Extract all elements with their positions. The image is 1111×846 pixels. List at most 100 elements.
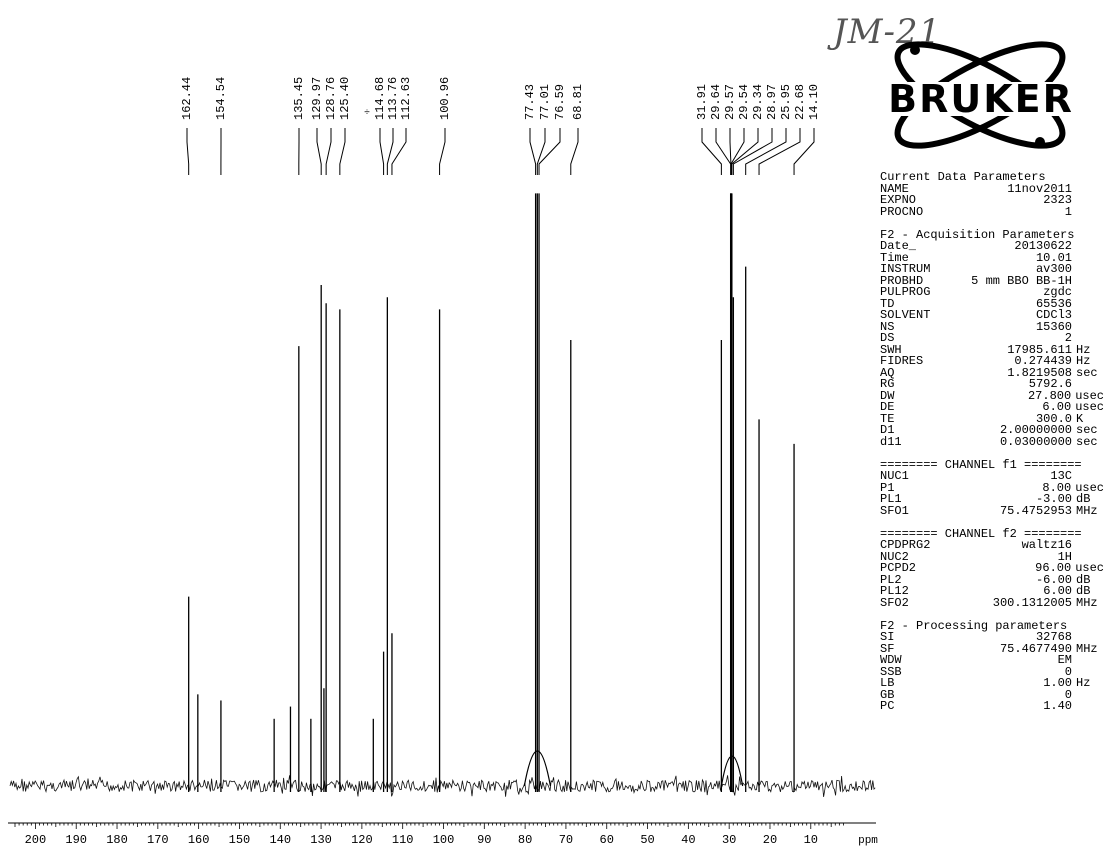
param-value: 17985.611 [1007,342,1072,357]
param-row: INSTRUM av300 [880,262,1104,276]
tick-label: 50 [640,833,654,846]
param-name: Date_ [880,239,917,253]
peak-leader-line [715,128,732,175]
logo-text: BRUKER [888,77,1074,121]
param-value: 0.03000000 [999,434,1072,449]
param-unit [1072,540,1104,552]
param-name: Time [880,250,909,265]
param-row: DW 27.800 usec [880,388,1104,403]
param-row: FIDRES 0.274439 Hz [880,354,1104,368]
param-name: EXPNO [880,193,917,207]
param-unit: sec [1076,434,1098,449]
param-row: WDW EM [880,653,1104,667]
param-row: DS 2 [880,331,1104,345]
param-unit: Hz [1076,354,1091,368]
param-value: EM [1057,653,1072,667]
peak-label: 29.64 [709,84,723,120]
param-row: NUC1 13C [880,469,1104,483]
param-name: PROCNO [880,204,924,219]
peak-leader-line [316,128,322,175]
param-row: PCPD2 96.00 usec [880,562,1104,575]
param-value: 300.0 [1035,411,1072,426]
channel-f2-section: ======== CHANNEL f2 ======== CPDPRG2 waltz… [880,528,1104,610]
peak-label: 25.95 [779,84,793,120]
param-unit: sec [1076,423,1098,437]
param-name: SF [880,641,895,656]
param-unit: dB [1076,572,1091,587]
param-row: PROCNO 1 [880,204,1104,219]
param-unit: Hz [1076,676,1091,690]
peak-label: 76.59 [553,84,567,120]
param-value: zgdc [1043,285,1072,299]
peak-label: 77.43 [523,84,537,120]
channel-f1-section: ======== CHANNEL f1 ======== NUC1 13C P1 8.0… [880,457,1104,518]
param-name: SFO1 [880,503,909,518]
tick-label: 200 [25,833,47,846]
param-unit [1072,701,1104,713]
tick-label: 120 [351,833,373,846]
param-name: DS [880,331,895,345]
peak-leader-line [538,128,561,175]
param-row: DE 6.00 usec [880,401,1104,414]
param-value: 0 [1064,687,1072,702]
x-axis-label: ppm [858,835,878,846]
param-name: FIDRES [880,354,924,368]
param-value: 1.00 [1043,676,1072,690]
param-row: GB 0 [880,687,1104,702]
param-row: P1 8.00 usec [880,482,1104,495]
param-name: SWH [880,342,902,357]
param-value: waltz16 [1021,538,1072,552]
tick-label: 30 [722,833,736,846]
param-name: TE [880,411,895,426]
param-name: PROBHD [880,273,924,288]
param-row: TD 65536 [880,298,1104,311]
param-name: WDW [880,653,902,667]
peak-label: 113.76 [386,77,400,120]
param-name: PL1 [880,492,902,506]
param-row: D1 2.00000000 sec [880,423,1104,437]
peak-leader-line [758,128,801,175]
tick-label: 10 [804,833,818,846]
peak-label: 112.63 [399,77,413,120]
tick-label: 150 [229,833,251,846]
param-name: DW [880,388,895,403]
param-row: PC 1.40 [880,699,1104,713]
param-value: 0.274439 [1014,354,1072,368]
param-name: d11 [880,434,902,449]
x-axis: 200 190 180 170 160 150 140 130 120 110 100 90 80 70 6… [8,822,878,846]
acquisition-section: F2 - Acquisition Parameters Date_ 20130622… [880,229,1104,449]
section-title: F2 - Processing parameters [880,618,1068,633]
param-name: SOLVENT [880,308,931,322]
param-value: 27.800 [1027,388,1072,403]
param-row: Time 10.01 [880,250,1104,265]
param-row: PL2 -6.00 dB [880,572,1104,587]
param-row: NUC2 1H [880,551,1104,564]
param-name: PC [880,699,895,713]
param-value: CDCl3 [1035,308,1072,322]
param-unit [1072,253,1104,265]
peak-leader-line [529,128,537,175]
param-name: PL12 [880,584,909,598]
param-value: 32768 [1035,630,1072,644]
peak-leader-line [391,128,407,175]
param-value: av300 [1035,262,1072,276]
param-unit [1072,690,1104,702]
section-title: ======== CHANNEL f1 ======== [880,457,1082,472]
param-name: SSB [880,664,902,679]
peak-label: 128.76 [324,77,338,120]
aliphatic-peak-base [720,755,744,787]
param-unit [1072,287,1104,299]
param-row: TE 300.0 K [880,411,1104,426]
param-name: RG [880,377,895,391]
param-value: 13C [1050,469,1072,483]
peak-leader-line [730,128,745,175]
param-row: EXPNO 2323 [880,193,1104,207]
param-name: INSTRUM [880,262,931,276]
param-value: 6.00 [1043,584,1072,598]
param-unit: Hz [1076,342,1091,357]
param-row: NS 15360 [880,321,1104,334]
processing-section: F2 - Processing parameters SI 32768 SF 75.46… [880,618,1104,713]
peak-label: 68.81 [571,84,585,120]
peak-series [188,193,795,792]
param-value: 0 [1064,664,1072,679]
